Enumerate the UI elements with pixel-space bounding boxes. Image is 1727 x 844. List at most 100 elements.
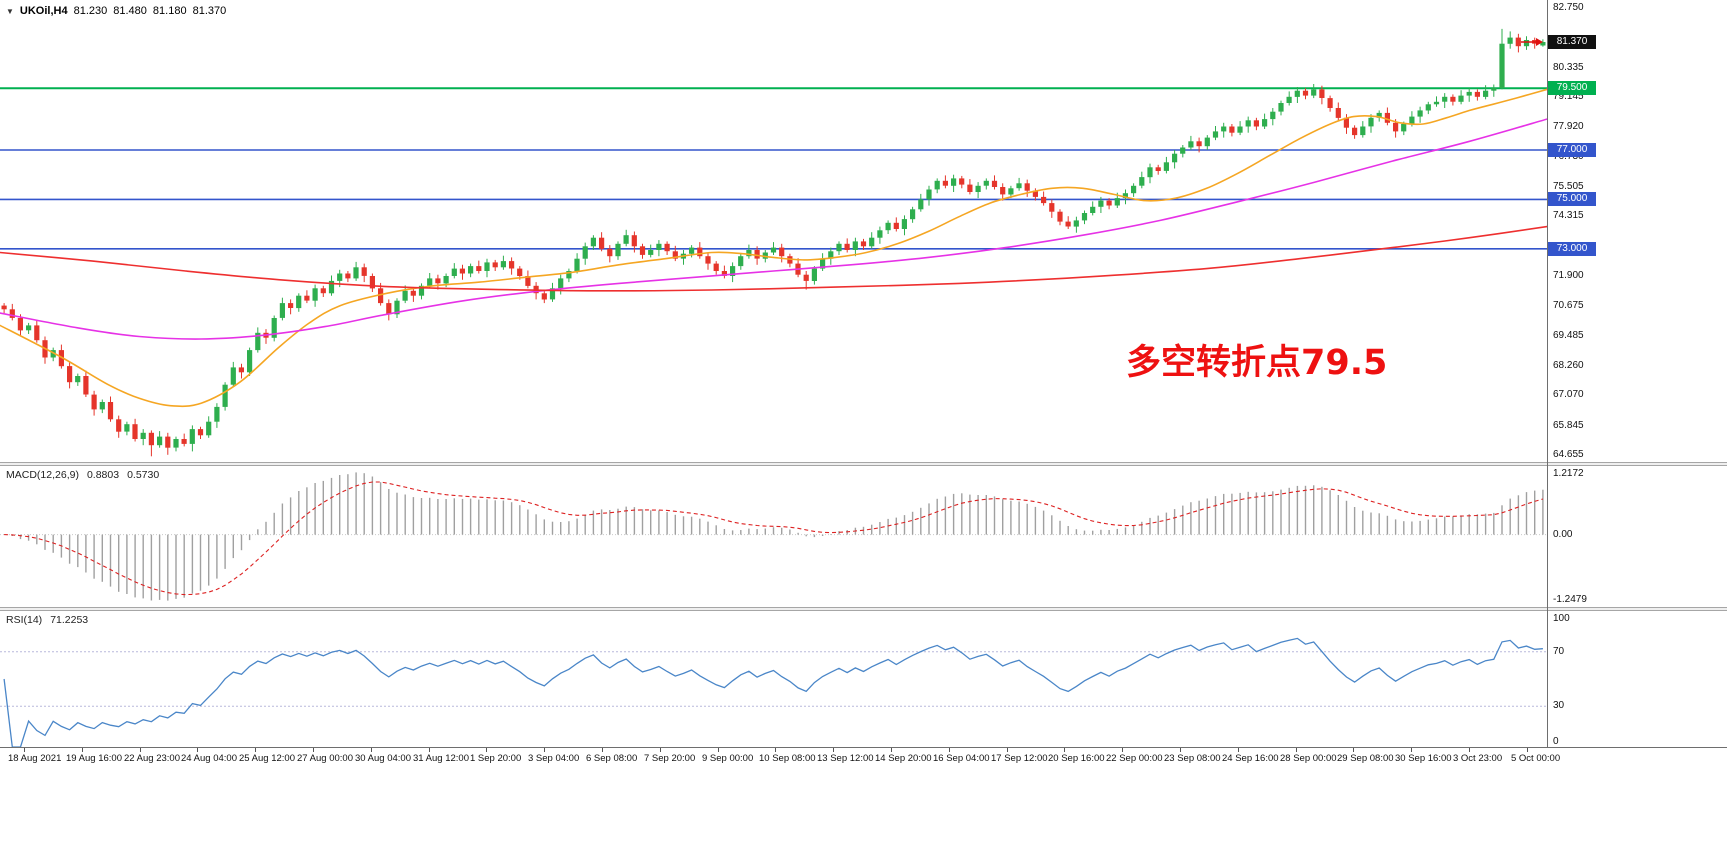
- time-axis-tick: [833, 748, 834, 752]
- symbol-dropdown-icon[interactable]: ▼: [6, 6, 14, 16]
- time-axis-label: 16 Sep 04:00: [933, 753, 990, 764]
- time-axis-label: 3 Sep 04:00: [528, 753, 580, 764]
- macd-main-value: 0.8803: [86, 469, 120, 481]
- time-axis-label: 9 Sep 00:00: [702, 753, 754, 764]
- time-axis-tick: [486, 748, 487, 752]
- rsi-axis-label: 30: [1553, 700, 1565, 711]
- price-tag: 73.000: [1548, 242, 1596, 256]
- price-axis-label: 67.070: [1553, 389, 1584, 400]
- price-axis-divider: [1547, 0, 1548, 747]
- candles-layer: [1, 28, 1546, 457]
- time-axis-tick: [949, 748, 950, 752]
- rsi-value: 71.2253: [50, 614, 89, 626]
- time-axis-tick: [82, 748, 83, 752]
- time-axis-label: 27 Aug 00:00: [297, 753, 353, 764]
- time-axis-tick: [660, 748, 661, 752]
- price-axis[interactable]: 82.75080.33579.14577.92076.73075.50574.3…: [1548, 0, 1726, 747]
- time-axis-label: 14 Sep 20:00: [875, 753, 932, 764]
- price-tag: 77.000: [1548, 143, 1596, 157]
- ma-slow-line: [0, 225, 1547, 292]
- time-axis-tick: [1469, 748, 1470, 752]
- macd-name: MACD(12,26,9): [6, 469, 79, 481]
- price-tag: 81.370: [1548, 35, 1596, 49]
- ma-mid-line: [0, 118, 1547, 340]
- time-axis-label: 28 Sep 00:00: [1280, 753, 1337, 764]
- macd-label: MACD(12,26,9) 0.8803 0.5730: [6, 469, 160, 481]
- time-axis-tick: [1064, 748, 1065, 752]
- time-axis-label: 30 Aug 04:00: [355, 753, 411, 764]
- time-axis-tick: [140, 748, 141, 752]
- current-price-arrow-icon: [1536, 38, 1543, 46]
- time-axis-label: 20 Sep 16:00: [1048, 753, 1105, 764]
- time-axis-tick: [1238, 748, 1239, 752]
- time-axis-label: 7 Sep 20:00: [644, 753, 696, 764]
- symbol-info: ▼ UKOil,H4 81.230 81.480 81.180 81.370: [6, 5, 226, 17]
- time-axis-tick: [1007, 748, 1008, 752]
- rsi-line: [3, 637, 1543, 747]
- time-axis-label: 1 Sep 20:00: [470, 753, 522, 764]
- time-axis-tick: [544, 748, 545, 752]
- macd-signal-value: 0.5730: [127, 469, 160, 481]
- rsi-panel[interactable]: RSI(14) 71.2253: [0, 611, 1547, 747]
- price-axis-label: 68.260: [1553, 360, 1584, 371]
- time-axis-label: 31 Aug 12:00: [413, 753, 469, 764]
- price-axis-label: 82.750: [1553, 2, 1584, 13]
- time-axis-label: 23 Sep 08:00: [1164, 753, 1221, 764]
- time-axis-label: 22 Sep 00:00: [1106, 753, 1163, 764]
- time-axis-tick: [255, 748, 256, 752]
- time-axis-label: 17 Sep 12:00: [991, 753, 1048, 764]
- symbol-timeframe-label: UKOil,H4: [19, 5, 68, 17]
- main-chart-area[interactable]: ▼ UKOil,H4 81.230 81.480 81.180 81.370 多…: [0, 0, 1547, 462]
- macd-panel[interactable]: MACD(12,26,9) 0.8803 0.5730: [0, 466, 1547, 607]
- time-axis-tick: [891, 748, 892, 752]
- macd-axis-label: 0.00: [1553, 529, 1573, 540]
- time-axis-label: 10 Sep 08:00: [759, 753, 816, 764]
- time-axis-tick: [1527, 748, 1528, 752]
- time-axis[interactable]: 18 Aug 2021 19 Aug 16:00 22 Aug 23:00 24 Au…: [0, 748, 1727, 770]
- time-axis-label: 3 Oct 23:00: [1453, 753, 1503, 764]
- time-axis-divider: [0, 747, 1727, 748]
- price-axis-label: 71.900: [1553, 270, 1584, 281]
- chart-annotation-text: 多空转折点79.5: [1126, 343, 1388, 383]
- macd-axis-label: -1.2479: [1553, 594, 1587, 605]
- time-axis-tick: [24, 748, 25, 752]
- price-axis-label: 64.655: [1553, 449, 1584, 460]
- rsi-chart[interactable]: [0, 611, 1547, 747]
- time-axis-tick: [1122, 748, 1123, 752]
- time-axis-label: 18 Aug 2021: [8, 753, 62, 764]
- rsi-label: RSI(14) 71.2253: [6, 614, 89, 626]
- price-axis-label: 80.335: [1553, 62, 1584, 73]
- time-axis-label: 19 Aug 16:00: [66, 753, 122, 764]
- time-axis-tick: [429, 748, 430, 752]
- time-axis-tick: [313, 748, 314, 752]
- time-axis-tick: [1411, 748, 1412, 752]
- candlestick-chart[interactable]: [0, 0, 1547, 462]
- time-axis-tick: [1296, 748, 1297, 752]
- price-axis-label: 70.675: [1553, 300, 1584, 311]
- time-axis-label: 13 Sep 12:00: [817, 753, 874, 764]
- price-axis-label: 79.145: [1553, 91, 1584, 102]
- price-axis-label: 74.315: [1553, 210, 1584, 221]
- time-axis-label: 30 Sep 16:00: [1395, 753, 1452, 764]
- time-axis-label: 5 Oct 00:00: [1511, 753, 1561, 764]
- high-value: 81.480: [113, 5, 147, 17]
- panel-separator[interactable]: [0, 462, 1727, 466]
- time-axis-label: 25 Aug 12:00: [239, 753, 295, 764]
- time-axis-label: 24 Aug 04:00: [181, 753, 237, 764]
- macd-signal-line: [4, 481, 1544, 596]
- time-axis-tick: [775, 748, 776, 752]
- macd-chart[interactable]: [0, 466, 1547, 607]
- time-axis-tick: [1180, 748, 1181, 752]
- time-axis-label: 24 Sep 16:00: [1222, 753, 1279, 764]
- panel-separator[interactable]: [0, 607, 1727, 611]
- price-tag: 75.000: [1548, 192, 1596, 206]
- time-axis-label: 29 Sep 08:00: [1337, 753, 1394, 764]
- time-axis-tick: [371, 748, 372, 752]
- price-axis-label: 77.920: [1553, 121, 1584, 132]
- time-axis-label: 22 Aug 23:00: [124, 753, 180, 764]
- time-axis-tick: [602, 748, 603, 752]
- time-axis-tick: [1353, 748, 1354, 752]
- price-tag: 79.500: [1548, 81, 1596, 95]
- macd-axis-label: 1.2172: [1553, 468, 1584, 479]
